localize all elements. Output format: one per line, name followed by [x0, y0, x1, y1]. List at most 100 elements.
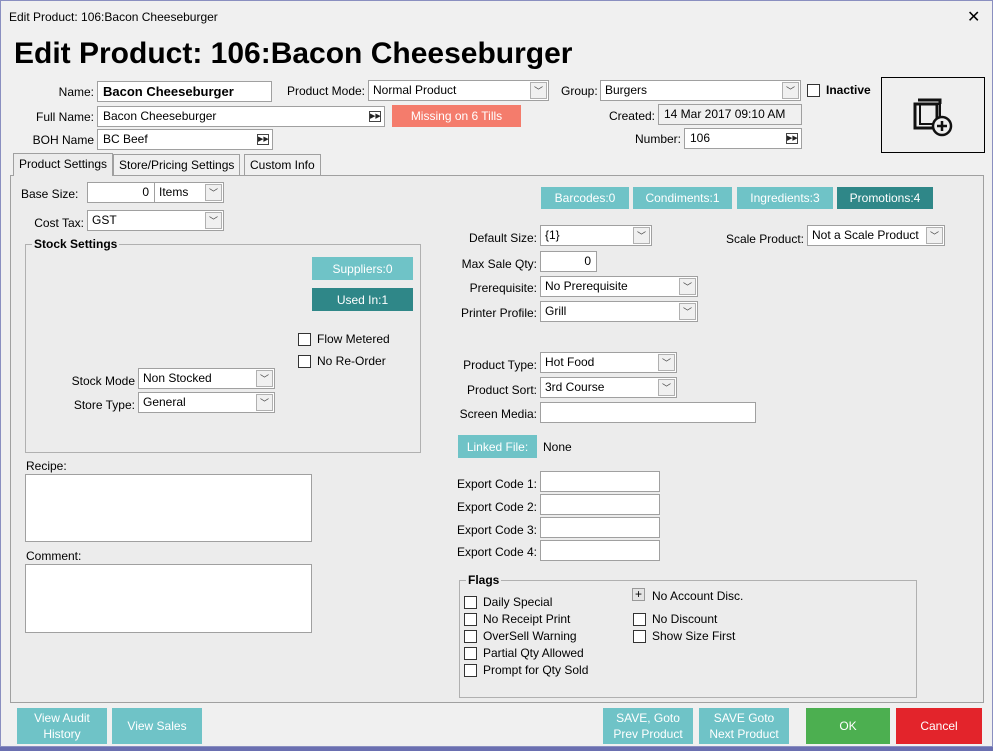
linked-file-button[interactable]: Linked File:: [458, 435, 537, 458]
comment-label: Comment:: [26, 549, 82, 563]
flow-metered-label: Flow Metered: [317, 332, 390, 346]
screen-media-label: Screen Media:: [459, 407, 537, 421]
product-image-button[interactable]: [881, 77, 985, 153]
fast-forward-icon[interactable]: ▶▶: [786, 133, 798, 144]
recipe-textarea[interactable]: [25, 474, 312, 542]
flags-group: Flags: [459, 573, 917, 698]
mode-value: Normal Product: [373, 83, 457, 97]
page-title: Edit Product: 106:Bacon Cheeseburger: [14, 37, 573, 70]
ok-button[interactable]: OK: [806, 708, 890, 744]
number-value: 106: [690, 131, 711, 145]
ingredients-button[interactable]: Ingredients:3: [737, 187, 833, 209]
comment-textarea[interactable]: [25, 564, 312, 633]
product-type-value: Hot Food: [545, 355, 595, 369]
chevron-down-icon: ﹀: [633, 227, 650, 244]
cancel-button[interactable]: Cancel: [896, 708, 982, 744]
chevron-down-icon: ﹀: [782, 82, 799, 99]
product-type-select[interactable]: Hot Food ﹀: [540, 352, 677, 373]
export-code-2-input[interactable]: [540, 494, 660, 515]
max-sale-input[interactable]: 0: [540, 251, 597, 272]
export-code-2-label: Export Code 2:: [456, 500, 537, 514]
fast-forward-icon[interactable]: ▶▶: [369, 111, 381, 122]
flow-metered-checkbox[interactable]: Flow Metered: [298, 332, 390, 346]
view-sales-button[interactable]: View Sales: [112, 708, 202, 744]
scale-product-select[interactable]: Not a Scale Product ﹀: [807, 225, 945, 246]
chevron-down-icon: ﹀: [205, 184, 222, 201]
flag-label: Daily Special: [483, 595, 553, 609]
number-input[interactable]: 106 ▶▶: [684, 128, 802, 149]
base-size-input[interactable]: 0: [87, 182, 155, 203]
no-reorder-checkbox[interactable]: No Re-Order: [298, 354, 386, 368]
prerequisite-label: Prerequisite:: [469, 281, 537, 295]
export-code-3-label: Export Code 3:: [456, 523, 537, 537]
view-audit-history-button[interactable]: View Audit History: [17, 708, 107, 744]
used-in-button[interactable]: Used In:1: [312, 288, 413, 311]
suppliers-button[interactable]: Suppliers:0: [312, 257, 413, 280]
chevron-down-icon: ﹀: [658, 379, 675, 396]
screen-media-input[interactable]: [540, 402, 756, 423]
prerequisite-select[interactable]: No Prerequisite ﹀: [540, 276, 698, 297]
chevron-down-icon: ﹀: [256, 394, 273, 411]
name-input[interactable]: Bacon Cheeseburger: [97, 81, 272, 102]
missing-tills-button[interactable]: Missing on 6 Tills: [392, 105, 521, 127]
export-code-3-input[interactable]: [540, 517, 660, 538]
stock-mode-select[interactable]: Non Stocked ﹀: [138, 368, 275, 389]
flag-label: OverSell Warning: [483, 629, 577, 643]
printer-profile-value: Grill: [545, 304, 567, 318]
show-size-first-checkbox[interactable]: Show Size First: [633, 629, 735, 643]
created-value: 14 Mar 2017 09:10 AM: [658, 104, 802, 125]
export-code-1-input[interactable]: [540, 471, 660, 492]
condiments-button[interactable]: Condiments:1: [633, 187, 732, 209]
scale-product-value: Not a Scale Product: [812, 228, 919, 242]
flag-label: No Receipt Print: [483, 612, 571, 626]
inactive-checkbox[interactable]: Inactive: [807, 83, 871, 97]
printer-profile-select[interactable]: Grill ﹀: [540, 301, 698, 322]
prompt-qty-checkbox[interactable]: Prompt for Qty Sold: [464, 663, 588, 677]
default-size-select[interactable]: {1} ﹀: [540, 225, 652, 246]
no-receipt-print-checkbox[interactable]: No Receipt Print: [464, 612, 570, 626]
close-icon[interactable]: ✕: [967, 9, 981, 26]
store-type-label: Store Type:: [73, 398, 135, 412]
tab-product-settings[interactable]: Product Settings: [13, 153, 114, 176]
group-label: Group:: [561, 84, 598, 98]
created-label: Created:: [608, 109, 655, 123]
full-name-input[interactable]: Bacon Cheeseburger ▶▶: [97, 106, 385, 127]
product-sort-select[interactable]: 3rd Course ﹀: [540, 377, 677, 398]
export-code-1-label: Export Code 1:: [456, 477, 537, 491]
no-discount-checkbox[interactable]: No Discount: [633, 612, 717, 626]
tab-store-pricing[interactable]: Store/Pricing Settings: [113, 154, 241, 175]
cost-tax-value: GST: [92, 213, 117, 227]
window-title: Edit Product: 106:Bacon Cheeseburger: [9, 10, 218, 24]
daily-special-checkbox[interactable]: Daily Special: [464, 595, 552, 609]
chevron-down-icon: ﹀: [679, 278, 696, 295]
boh-name-input[interactable]: BC Beef ▶▶: [97, 129, 273, 150]
name-label: Name:: [58, 85, 94, 99]
save-next-button[interactable]: SAVE Goto Next Product: [699, 708, 789, 744]
store-type-select[interactable]: General ﹀: [138, 392, 275, 413]
export-code-4-input[interactable]: [540, 540, 660, 561]
fast-forward-icon[interactable]: ▶▶: [257, 134, 269, 145]
base-unit-select[interactable]: Items ﹀: [154, 182, 224, 203]
tab-custom-info[interactable]: Custom Info: [244, 154, 321, 175]
prerequisite-value: No Prerequisite: [545, 279, 628, 293]
product-mode-select[interactable]: Normal Product ﹀: [368, 80, 549, 101]
group-value: Burgers: [605, 83, 648, 97]
barcodes-button[interactable]: Barcodes:0: [541, 187, 629, 209]
boh-value: BC Beef: [103, 132, 148, 146]
plus-icon[interactable]: +: [632, 588, 645, 601]
flag-label: Show Size First: [652, 629, 736, 643]
group-select[interactable]: Burgers ﹀: [600, 80, 801, 101]
partial-qty-checkbox[interactable]: Partial Qty Allowed: [464, 646, 584, 660]
chevron-down-icon: ﹀: [679, 303, 696, 320]
save-prev-button[interactable]: SAVE, Goto Prev Product: [603, 708, 693, 744]
promotions-button[interactable]: Promotions:4: [837, 187, 933, 209]
full-name-value: Bacon Cheeseburger: [103, 109, 217, 123]
stock-settings-group: Stock Settings: [25, 237, 421, 453]
stock-mode-label: Stock Mode: [71, 374, 135, 388]
default-size-value: {1}: [545, 228, 560, 242]
scale-product-label: Scale Product:: [725, 232, 804, 246]
oversell-warning-checkbox[interactable]: OverSell Warning: [464, 629, 577, 643]
cost-tax-select[interactable]: GST ﹀: [87, 210, 224, 231]
inactive-label: Inactive: [826, 83, 871, 97]
